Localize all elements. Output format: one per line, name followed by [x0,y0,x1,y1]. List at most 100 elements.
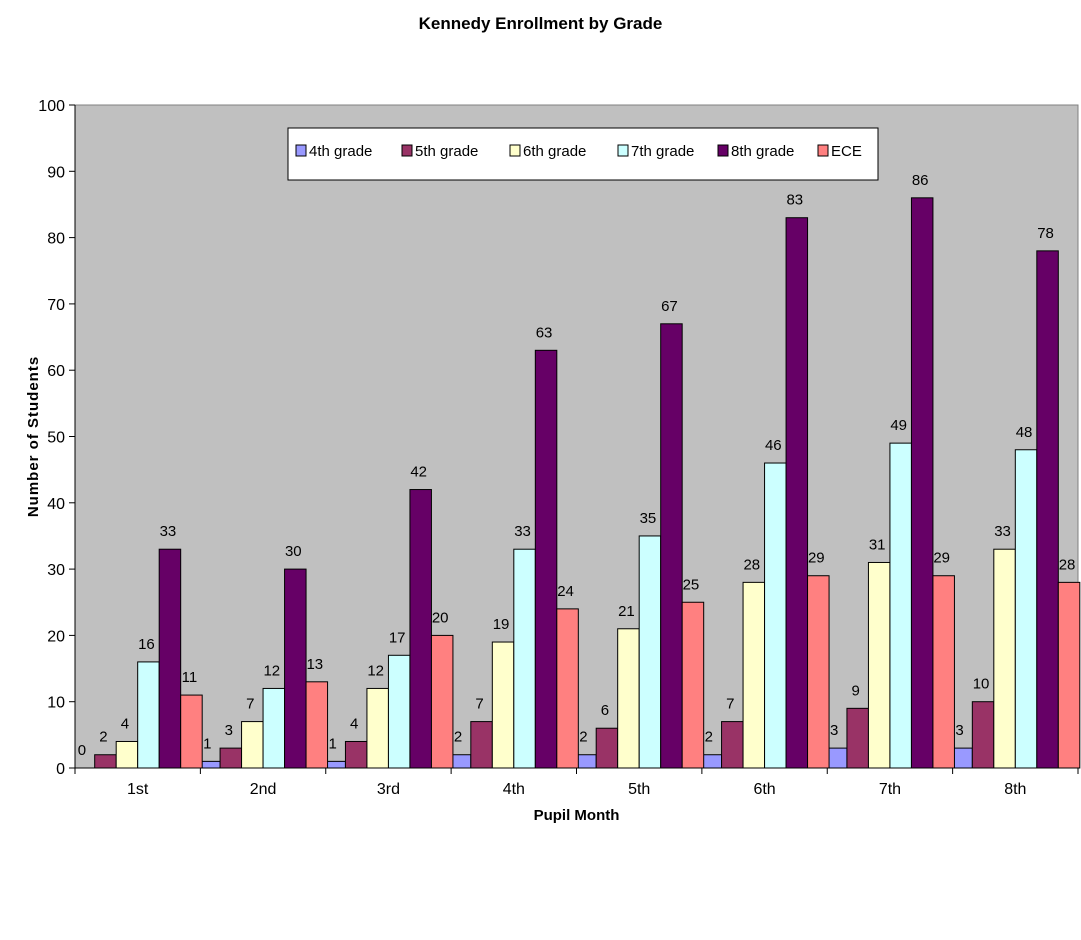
bar [638,535,662,769]
bar [262,687,286,769]
bar [470,721,493,769]
y-tick-label: 40 [47,496,65,513]
legend-label: ECE [831,143,862,160]
data-label: 21 [618,603,635,620]
bar [284,568,307,769]
legend-swatch [817,144,829,157]
x-tick-label: 4th [503,781,525,798]
data-label: 12 [367,662,384,679]
bar [764,462,787,769]
data-label: 3 [225,722,233,739]
data-label: 4 [350,715,358,732]
legend-box [287,127,879,181]
bar [513,548,536,769]
data-label: 4 [121,715,129,732]
bar [115,740,139,769]
data-label: 2 [99,729,107,746]
bar [366,687,389,769]
data-label: 33 [994,523,1011,540]
data-label: 16 [138,636,155,653]
legend-swatch [617,144,629,157]
legend-swatch [509,144,521,157]
x-axis: 1st 2nd 3rd 4th 5th 6th 7th 8th [74,767,1079,798]
bar [1057,581,1081,769]
y-axis: 0 10 20 30 40 50 60 70 80 90 100 [38,98,76,778]
y-tick-label: 80 [47,231,65,248]
x-tick-label: 3rd [377,781,400,798]
y-axis-title: Number of Students [25,356,42,517]
data-label: 7 [475,696,483,713]
data-label: 6 [601,702,609,719]
x-tick-label: 7th [879,781,901,798]
data-label: 12 [263,662,280,679]
bar [867,561,891,769]
legend-label: 6th grade [523,143,586,160]
bar [180,694,203,769]
data-label: 42 [410,464,427,481]
x-tick-label: 6th [753,781,775,798]
data-label: 10 [973,676,990,693]
bar [660,323,683,769]
bar [932,575,955,769]
data-label: 33 [514,523,531,540]
bar [344,740,368,769]
bar [556,608,579,769]
data-label: 30 [285,543,302,560]
bar [681,601,705,769]
legend-label: 4th grade [309,143,372,160]
bar [491,641,515,769]
bars-group [94,197,1081,769]
bar [971,701,995,769]
bar [742,581,766,769]
x-tick-label: 1st [127,781,149,798]
legend-swatch [401,144,413,157]
data-label: 1 [329,735,337,752]
bar [889,442,912,769]
bar [1014,449,1038,769]
data-label: 46 [765,437,782,454]
data-label: 67 [661,298,678,315]
data-label: 1 [203,735,211,752]
legend-label: 7th grade [631,143,694,160]
bar [534,349,558,769]
data-label: 28 [743,556,760,573]
y-tick-label: 50 [47,430,65,447]
y-tick-label: 60 [47,363,65,380]
data-label: 35 [640,510,657,527]
y-tick-label: 10 [47,695,65,712]
y-tick-label: 0 [56,761,65,778]
data-label: 2 [705,729,713,746]
data-label: 19 [493,616,510,633]
data-label: 28 [1059,556,1076,573]
y-tick-label: 30 [47,562,65,579]
data-label: 0 [78,742,86,759]
legend-swatch [717,144,729,157]
x-tick-label: 8th [1004,781,1026,798]
bar [219,747,243,769]
y-tick-label: 90 [47,164,65,181]
y-tick-label: 100 [38,98,65,115]
data-labels-group: 0 1 1 2 2 2 3 32 3 47 6 79 1047121921283133161217333… [78,172,1076,759]
data-label: 2 [454,729,462,746]
bar [430,634,454,769]
bar [785,217,809,769]
legend-label: 8th grade [731,143,794,160]
data-label: 13 [306,656,323,673]
legend: 4th grade 5th grade 6th grade 7th grade 8th … [287,127,879,181]
data-label: 25 [683,576,700,593]
data-label: 3 [955,722,963,739]
data-label: 48 [1016,424,1033,441]
data-label: 7 [726,696,734,713]
data-label: 33 [160,523,177,540]
bar [846,707,869,769]
x-tick-label: 2nd [250,781,277,798]
bar [387,654,411,769]
bar [94,754,117,769]
bar [595,727,619,769]
y-tick-label: 70 [47,297,65,314]
legend-swatch [295,144,307,157]
x-axis-title: Pupil Month [534,807,620,824]
data-label: 2 [579,729,587,746]
bar [993,548,1016,769]
bar [305,681,329,769]
